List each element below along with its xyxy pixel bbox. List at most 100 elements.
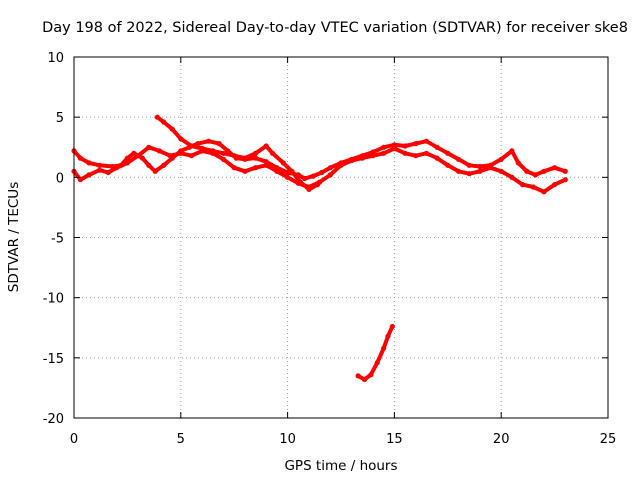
data-point [289, 168, 295, 174]
data-point [368, 372, 374, 378]
data-point [477, 168, 483, 174]
data-point [434, 144, 440, 150]
x-tick-label: 15 [386, 432, 403, 447]
data-point [498, 168, 504, 174]
data-point [210, 148, 216, 154]
data-point [242, 168, 248, 174]
data-point [285, 169, 291, 176]
data-point [167, 153, 173, 159]
data-point [139, 155, 145, 161]
data-point [297, 179, 303, 185]
data-point [86, 172, 92, 178]
data-point [195, 141, 201, 147]
y-tick-label: 10 [47, 51, 64, 66]
data-point [434, 155, 440, 161]
data-point [520, 182, 526, 188]
data-point [402, 150, 408, 156]
data-point [274, 168, 280, 174]
data-point [509, 148, 515, 154]
data-point [319, 169, 325, 176]
data-point [156, 148, 162, 154]
y-axis-label: SDTVAR / TECUs [6, 182, 22, 292]
data-point [135, 153, 141, 159]
data-point [466, 162, 472, 168]
data-point [445, 162, 451, 168]
data-point [77, 155, 83, 161]
data-point [359, 155, 365, 161]
data-point [391, 145, 397, 152]
data-point [97, 162, 103, 168]
data-point [370, 153, 376, 159]
data-point [310, 173, 316, 179]
data-point [97, 167, 103, 173]
data-point [263, 143, 269, 149]
x-tick-label: 10 [279, 432, 296, 447]
x-tick-label: 25 [600, 432, 617, 447]
data-point [152, 168, 158, 174]
data-point [381, 144, 387, 150]
x-tick-label: 0 [70, 432, 78, 447]
data-point [532, 172, 539, 178]
data-point [487, 165, 494, 171]
data-point [455, 168, 462, 174]
data-point [280, 160, 286, 166]
data-point [161, 119, 167, 125]
data-point [206, 138, 212, 144]
data-point [216, 141, 222, 147]
data-point [114, 165, 120, 171]
data-point [530, 184, 536, 190]
chart-title: Day 198 of 2022, Sidereal Day-to-day VTE… [42, 20, 628, 36]
data-point [423, 138, 429, 144]
y-tick-label: -5 [51, 232, 64, 247]
data-point [146, 162, 152, 168]
data-point [552, 165, 558, 171]
data-point [477, 163, 483, 170]
data-point [349, 157, 355, 164]
data-point [253, 155, 259, 161]
data-point [498, 156, 504, 162]
data-point [374, 360, 380, 366]
data-point [466, 171, 472, 177]
data-point [455, 156, 462, 162]
data-point [562, 168, 568, 174]
x-tick-label: 5 [177, 432, 185, 447]
data-point [124, 155, 130, 161]
data-point [220, 156, 227, 162]
data-point [161, 162, 167, 168]
data-point [253, 150, 259, 156]
data-point [199, 145, 205, 152]
data-point [381, 150, 387, 156]
data-point [402, 143, 408, 149]
data-point [285, 174, 291, 180]
data-point [361, 376, 368, 383]
y-axis-ticks: -20 -15 -10 -5 0 5 10 [43, 51, 608, 427]
data-point [385, 333, 391, 339]
data-point [105, 169, 111, 176]
data-point [552, 182, 558, 188]
data-point [389, 323, 395, 330]
data-point [509, 174, 515, 180]
data-point [220, 150, 227, 156]
data-point [86, 160, 92, 166]
x-tick-label: 20 [493, 432, 510, 447]
data-point [131, 150, 137, 156]
data-point [253, 165, 259, 171]
data-point [124, 160, 130, 166]
y-tick-label: -15 [43, 352, 64, 367]
data-point [231, 153, 237, 159]
data-series [71, 114, 568, 383]
data-point [263, 159, 269, 165]
data-point [302, 175, 308, 182]
data-point [188, 153, 195, 159]
data-point [306, 186, 312, 192]
data-point [270, 150, 276, 156]
data-point [178, 150, 184, 156]
data-point [355, 373, 361, 379]
data-point [515, 160, 521, 166]
data-point [178, 136, 184, 142]
grid-lines [74, 57, 608, 418]
data-point [391, 142, 397, 148]
y-tick-label: -20 [43, 412, 64, 427]
data-point [314, 182, 321, 188]
